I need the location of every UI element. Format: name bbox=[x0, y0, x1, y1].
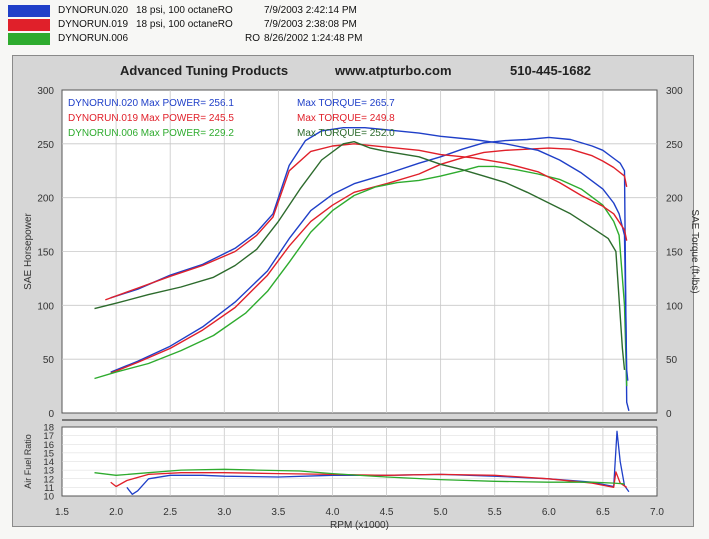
dynorun-019-torque-line bbox=[105, 143, 628, 301]
run-date: 7/9/2003 2:42:14 PM bbox=[264, 5, 357, 16]
company-website: www.atpturbo.com bbox=[335, 63, 452, 78]
y-tick-label-right: 50 bbox=[666, 355, 678, 366]
x-tick-label: 7.0 bbox=[650, 507, 664, 518]
run-legend-row: DYNORUN.020 18 psi, 100 octaneRO 7/9/200… bbox=[8, 4, 362, 18]
max-torque-annotation: Max TORQUE= 249.8 bbox=[297, 113, 395, 124]
x-tick-label: 3.0 bbox=[217, 507, 231, 518]
dynorun-006-afr-line bbox=[94, 468, 625, 485]
run-date: 8/26/2002 1:24:48 PM bbox=[264, 33, 363, 44]
y-tick-label-right: 100 bbox=[666, 301, 683, 312]
run-color-swatch-green bbox=[8, 33, 50, 45]
company-phone: 510-445-1682 bbox=[510, 63, 591, 78]
x-tick-label: 2.0 bbox=[109, 507, 123, 518]
afr-tick-label: 18 bbox=[43, 423, 54, 434]
y-tick-label-left: 100 bbox=[37, 301, 54, 312]
y-tick-label-left: 250 bbox=[37, 140, 54, 151]
y-tick-label-left: 200 bbox=[37, 194, 54, 205]
y-axis-title-right: SAE Torque (ft-lbs) bbox=[689, 209, 700, 293]
afr-tick-label: 17 bbox=[43, 431, 54, 442]
run-name: DYNORUN.006 bbox=[58, 33, 129, 44]
afr-tick-label: 15 bbox=[43, 448, 54, 459]
afr-tick-label: 14 bbox=[43, 457, 54, 468]
dynorun-019-afr-line bbox=[110, 471, 628, 489]
x-tick-label: 1.5 bbox=[55, 507, 69, 518]
y-tick-label-left: 300 bbox=[37, 86, 54, 97]
afr-tick-label: 12 bbox=[43, 474, 54, 485]
y-tick-label-left: 50 bbox=[43, 355, 55, 366]
run-description: 18 psi, 100 octaneRO bbox=[136, 19, 233, 30]
company-name: Advanced Tuning Products bbox=[120, 63, 289, 78]
run-name: DYNORUN.019 bbox=[58, 19, 129, 30]
run-legend-row: DYNORUN.019 18 psi, 100 octaneRO 7/9/200… bbox=[8, 18, 362, 32]
max-power-annotation: DYNORUN.019 Max POWER= 245.5 bbox=[68, 113, 234, 124]
dynorun-019-power-line bbox=[110, 147, 628, 374]
x-tick-label: 6.5 bbox=[596, 507, 610, 518]
x-axis-title: RPM (x1000) bbox=[330, 520, 389, 531]
x-tick-label: 4.0 bbox=[326, 507, 340, 518]
x-tick-label: 3.5 bbox=[271, 507, 285, 518]
x-tick-label: 5.0 bbox=[434, 507, 448, 518]
afr-axis-title: Air Fuel Ratio bbox=[23, 434, 33, 489]
max-power-annotation: DYNORUN.006 Max POWER= 229.2 bbox=[68, 128, 234, 139]
max-torque-annotation: Max TORQUE= 265.7 bbox=[297, 98, 395, 109]
run-color-swatch-blue bbox=[8, 5, 50, 17]
x-tick-label: 4.5 bbox=[380, 507, 394, 518]
y-tick-label-right: 200 bbox=[666, 194, 683, 205]
dynorun-006-torque-line bbox=[94, 140, 626, 370]
y-tick-label-left: 150 bbox=[37, 248, 54, 259]
y-tick-label-right: 300 bbox=[666, 86, 683, 97]
y-tick-label-right: 250 bbox=[666, 140, 683, 151]
dynorun-020-torque-line bbox=[110, 126, 629, 381]
y-tick-label-right: 150 bbox=[666, 248, 683, 259]
afr-tick-label: 11 bbox=[44, 483, 54, 494]
afr-tick-label: 16 bbox=[43, 440, 54, 451]
max-power-annotation: DYNORUN.020 Max POWER= 256.1 bbox=[68, 98, 234, 109]
y-axis-title-left: SAE Horsepower bbox=[23, 212, 34, 289]
run-legend: DYNORUN.020 18 psi, 100 octaneRO 7/9/200… bbox=[8, 4, 362, 46]
chart-header: Advanced Tuning Products www.atpturbo.co… bbox=[120, 63, 660, 79]
run-description: RO bbox=[245, 33, 260, 44]
run-name: DYNORUN.020 bbox=[58, 5, 129, 16]
run-color-swatch-red bbox=[8, 19, 50, 31]
dynorun-006-power-line bbox=[94, 165, 628, 387]
dynorun-020-power-line bbox=[110, 136, 630, 411]
afr-tick-label: 10 bbox=[43, 492, 54, 503]
run-legend-row: DYNORUN.006 RO 8/26/2002 1:24:48 PM bbox=[8, 32, 362, 46]
max-torque-annotation: Max TORQUE= 252.0 bbox=[297, 128, 395, 139]
y-tick-label-left: 0 bbox=[48, 409, 54, 420]
y-tick-label-right: 0 bbox=[666, 409, 672, 420]
run-date: 7/9/2003 2:38:08 PM bbox=[264, 19, 357, 30]
x-tick-label: 6.0 bbox=[542, 507, 556, 518]
run-description: 18 psi, 100 octaneRO bbox=[136, 5, 233, 16]
x-tick-label: 5.5 bbox=[488, 507, 502, 518]
x-tick-label: 2.5 bbox=[163, 507, 177, 518]
afr-tick-label: 13 bbox=[43, 466, 54, 477]
